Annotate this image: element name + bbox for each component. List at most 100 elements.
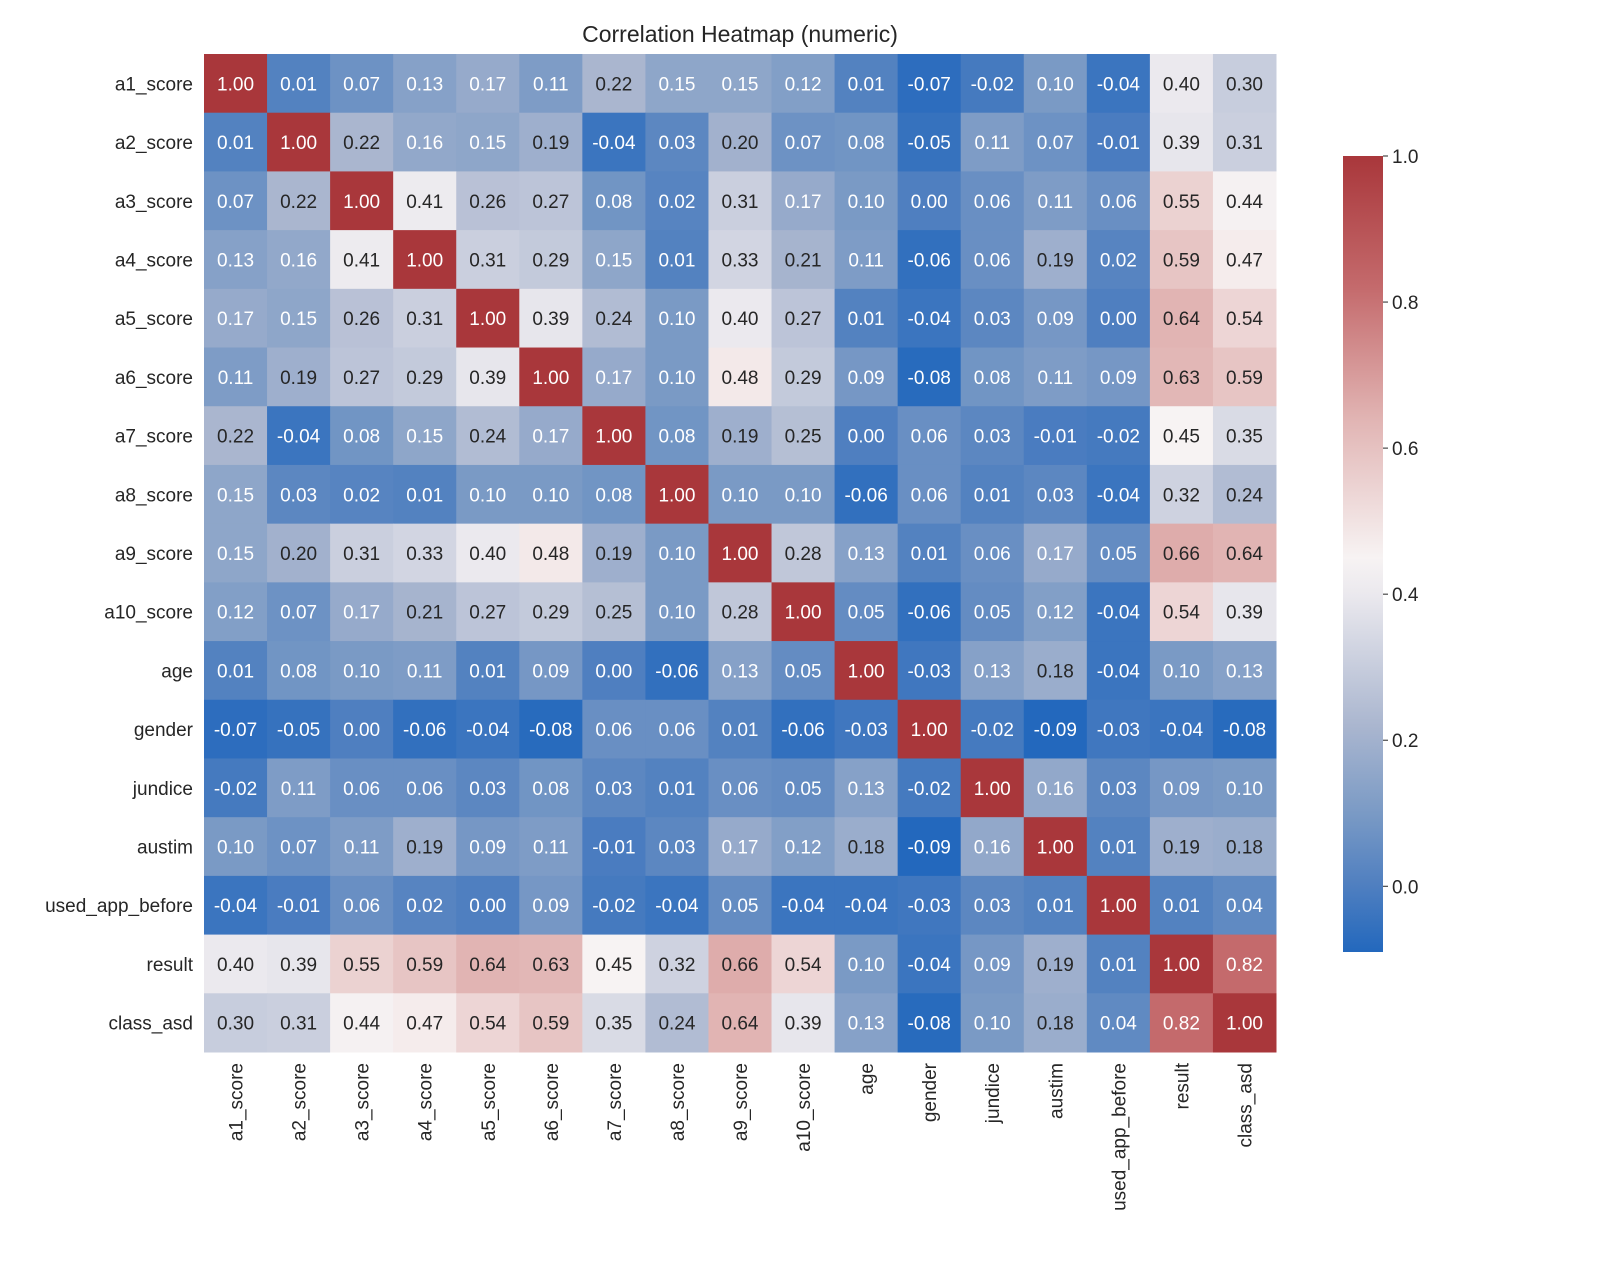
cell-value: 0.13 <box>848 544 885 565</box>
heatmap-cell <box>771 934 836 994</box>
heatmap-cell <box>519 230 583 290</box>
cell-value: 1.00 <box>722 544 759 565</box>
cell-value: 0.08 <box>595 192 632 213</box>
heatmap-cell <box>267 993 331 1053</box>
cell-value: 0.00 <box>1100 309 1137 330</box>
heatmap-cell <box>330 641 394 701</box>
cell-value: 0.59 <box>406 955 443 976</box>
cell-value: 0.82 <box>1163 1014 1200 1035</box>
cell-value: 0.15 <box>280 309 317 330</box>
heatmap-cell <box>582 112 646 172</box>
heatmap-cell <box>456 288 520 349</box>
cell-value: 0.11 <box>848 250 884 271</box>
heatmap-cell <box>582 171 646 231</box>
cell-value: 0.28 <box>722 603 759 624</box>
cell-value: 0.20 <box>280 544 317 565</box>
heatmap-cell <box>456 112 520 172</box>
heatmap-cell <box>708 171 773 231</box>
heatmap-cell <box>708 464 773 525</box>
heatmap-cell <box>1149 347 1214 407</box>
cell-value: -0.04 <box>781 896 825 917</box>
heatmap-cell <box>897 230 962 290</box>
cell-value: 0.66 <box>722 955 759 976</box>
cell-value: -0.04 <box>277 427 321 448</box>
cell-value: 0.10 <box>1163 661 1200 682</box>
cell-value: 0.29 <box>532 250 569 271</box>
colorbar-tick-label: 0.8 <box>1392 293 1418 314</box>
cell-value: 0.33 <box>722 250 759 271</box>
cell-value: 0.40 <box>1163 74 1200 95</box>
heatmap-cell <box>1086 112 1151 172</box>
heatmap-cell <box>1023 406 1088 466</box>
heatmap-cell <box>1086 993 1151 1053</box>
cell-value: 0.06 <box>595 720 632 741</box>
cell-value: -0.04 <box>1097 661 1141 682</box>
heatmap-cell <box>1086 54 1151 114</box>
cell-value: -0.07 <box>214 720 257 741</box>
heatmap-cell <box>267 817 331 877</box>
row-label: gender <box>134 720 194 741</box>
cell-value: 0.17 <box>722 838 759 859</box>
heatmap-cell <box>897 875 962 936</box>
row-label: a3_score <box>115 192 193 213</box>
row-label: class_asd <box>109 1014 194 1035</box>
cell-value: 0.01 <box>974 485 1011 506</box>
heatmap-cell <box>330 171 394 231</box>
cell-value: 0.48 <box>722 368 759 389</box>
heatmap-cell <box>897 699 962 759</box>
heatmap-cell <box>267 347 331 407</box>
heatmap-cell <box>1212 347 1277 407</box>
cell-value: 0.06 <box>974 250 1011 271</box>
heatmap-cell <box>204 406 268 466</box>
heatmap-cell <box>204 54 268 114</box>
heatmap-cell <box>645 347 709 407</box>
heatmap-cell <box>519 641 583 701</box>
cell-value: -0.04 <box>1160 720 1204 741</box>
heatmap-cell <box>1149 288 1214 349</box>
cell-value: 0.32 <box>658 955 695 976</box>
heatmap-cell <box>708 112 773 172</box>
heatmap-cell <box>834 54 899 114</box>
heatmap-cell <box>897 641 962 701</box>
cell-value: 0.19 <box>280 368 317 389</box>
cell-value: 0.24 <box>595 309 632 330</box>
cell-value: 0.59 <box>1163 250 1200 271</box>
cell-value: 0.06 <box>722 779 759 800</box>
cell-value: 0.11 <box>218 368 254 389</box>
heatmap-cell <box>645 758 709 818</box>
cell-value: 0.19 <box>1163 838 1200 859</box>
cell-value: 0.12 <box>217 603 254 624</box>
cell-value: -0.09 <box>908 838 951 859</box>
cell-value: -0.04 <box>908 309 952 330</box>
heatmap-cell <box>1149 758 1214 818</box>
cell-value: 0.29 <box>785 368 822 389</box>
heatmap-cell <box>771 112 836 172</box>
cell-value: 0.03 <box>974 427 1011 448</box>
heatmap-cell <box>267 288 331 349</box>
heatmap-cell <box>771 641 836 701</box>
heatmap-cell <box>1023 875 1088 936</box>
cell-value: 0.20 <box>722 133 759 154</box>
cell-value: 0.08 <box>974 368 1011 389</box>
heatmap-cell <box>267 641 331 701</box>
cell-value: 0.02 <box>406 896 443 917</box>
cell-value: 0.31 <box>406 309 443 330</box>
cell-value: 0.10 <box>722 485 759 506</box>
cell-value: 0.01 <box>1100 838 1137 859</box>
heatmap-cell <box>582 993 646 1053</box>
cell-value: 0.15 <box>595 250 632 271</box>
heatmap-cell <box>393 230 457 290</box>
cell-value: 0.47 <box>1226 250 1263 271</box>
heatmap-cell <box>1086 934 1151 994</box>
cell-value: 0.10 <box>785 485 822 506</box>
cell-value: 0.01 <box>1100 955 1137 976</box>
cell-value: 0.13 <box>974 661 1011 682</box>
cell-value: 0.21 <box>406 603 443 624</box>
cell-value: 0.44 <box>1226 192 1263 213</box>
cell-value: 0.09 <box>469 838 506 859</box>
heatmap-cell <box>267 875 331 936</box>
heatmap-cell <box>834 406 899 466</box>
heatmap-cell <box>582 347 646 407</box>
heatmap-cell <box>834 464 899 525</box>
cell-value: -0.01 <box>277 896 320 917</box>
